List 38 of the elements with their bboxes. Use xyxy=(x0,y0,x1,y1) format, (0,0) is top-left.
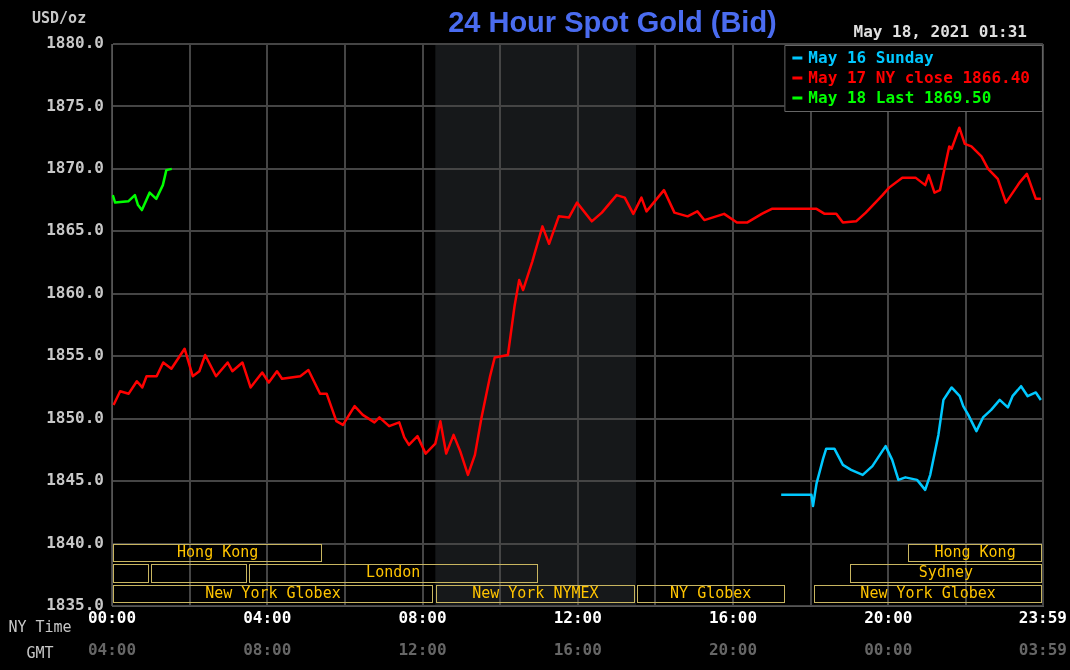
y-tick-label: 1865.0 xyxy=(46,220,104,240)
x2-tick-label: 00:00 xyxy=(864,639,913,659)
x2-tick-label: 04:00 xyxy=(87,639,137,659)
session-box: Hong Kong xyxy=(908,543,1042,563)
y-tick-label: 1880.0 xyxy=(46,33,104,53)
x-tick-label: 20:00 xyxy=(864,607,913,627)
y-tick-label: 1860.0 xyxy=(46,282,104,302)
x2-tick-label: 03:59 xyxy=(1018,639,1067,659)
x-tick-label: 23:59 xyxy=(1018,607,1067,627)
x-tick-label: 12:00 xyxy=(553,607,602,627)
x-tick-label: 08:00 xyxy=(398,607,447,627)
y-axis-title: USD/oz xyxy=(32,8,87,27)
session-box: London xyxy=(248,564,538,583)
x-tick-label: 16:00 xyxy=(708,607,758,627)
session-box: New York Globex xyxy=(113,584,433,603)
x-axis-title: NY Time xyxy=(8,617,72,636)
x2-axis-title: GMT xyxy=(26,643,54,662)
y-tick-label: 1855.0 xyxy=(46,345,104,365)
session-box: New York Globex xyxy=(814,584,1042,603)
x2-tick-label: 12:00 xyxy=(398,639,447,659)
session-box: Hong Kong xyxy=(113,543,323,563)
legend-label: May 17 NY close 1866.40 xyxy=(808,68,1030,88)
x2-tick-label: 16:00 xyxy=(553,639,602,659)
x2-tick-label: 20:00 xyxy=(708,639,758,659)
chart-title: 24 Hour Spot Gold (Bid) xyxy=(448,6,777,38)
y-tick-label: 1840.0 xyxy=(46,532,104,552)
legend-label: May 16 Sunday xyxy=(808,48,934,68)
session-box: Sydney xyxy=(849,564,1042,583)
y-tick-label: 1850.0 xyxy=(46,407,104,427)
y-tick-label: 1875.0 xyxy=(46,95,104,115)
y-tick-label: 1870.0 xyxy=(46,158,104,178)
x2-tick-label: 08:00 xyxy=(243,639,292,659)
session-box: NY Globex xyxy=(636,584,785,603)
session-box: New York NYMEX xyxy=(436,584,635,603)
y-tick-label: 1845.0 xyxy=(46,470,104,490)
legend-label: May 18 Last 1869.50 xyxy=(808,88,992,108)
x-tick-label: 04:00 xyxy=(243,607,292,627)
chart-subtitle: May 18, 2021 01:31 xyxy=(853,22,1027,42)
